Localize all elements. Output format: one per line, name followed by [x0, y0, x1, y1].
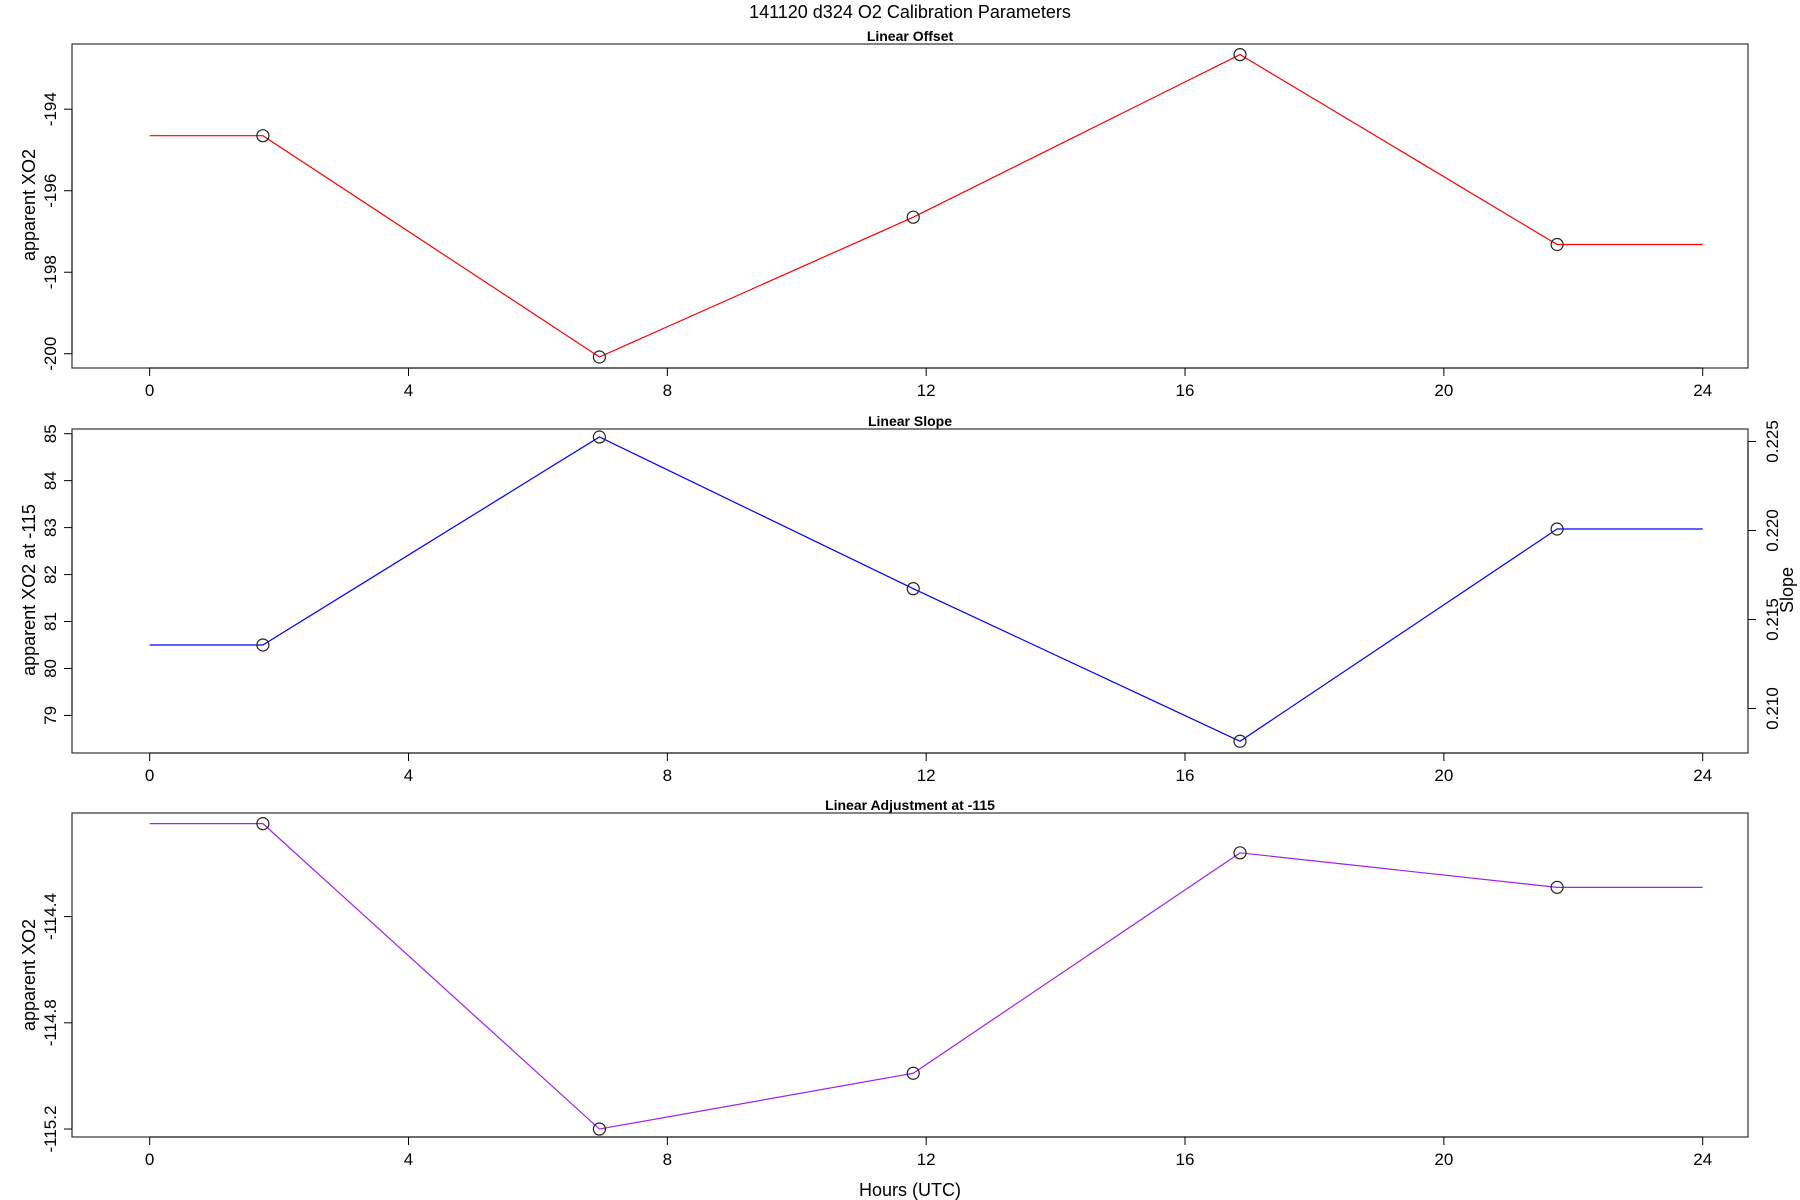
y2-tick-label: 0.225 [1763, 420, 1782, 463]
y-tick-label: -196 [41, 174, 60, 208]
panel-title-linear-adjustment: Linear Adjustment at -115 [825, 797, 995, 813]
panel-linear-slope: Linear Slope apparent XO2 at -115 Slope … [19, 413, 1797, 785]
y-tick-label: 85 [41, 424, 60, 443]
series-line [149, 436, 1703, 742]
data-point [592, 1122, 606, 1136]
y2-axis-label-slope: Slope [1777, 567, 1797, 613]
x-tick-label: 8 [663, 381, 672, 400]
data-point [906, 1066, 920, 1080]
series-line [149, 53, 1703, 358]
plot-frame [71, 43, 1749, 369]
x-tick-label: 24 [1693, 381, 1712, 400]
y-tick-label: 81 [41, 612, 60, 631]
data-point [906, 210, 920, 224]
data-point [1233, 47, 1247, 62]
data-point [1550, 237, 1564, 252]
plot-frame [71, 812, 1749, 1138]
data-point [1550, 522, 1564, 536]
data-point [1550, 880, 1564, 894]
y-tick-label: 84 [41, 471, 60, 490]
y-axis-label-linear-adjustment: apparent XO2 [19, 919, 39, 1031]
y-tick-label: 80 [41, 659, 60, 678]
x-tick-label: 24 [1693, 766, 1712, 785]
panel-linear-offset: Linear Offset apparent XO2 0 4 8 12 16 20 24 -1… [19, 28, 1749, 400]
x-tick-label: 12 [917, 766, 936, 785]
data-point [256, 638, 270, 652]
x-tick-label: 8 [663, 1150, 672, 1169]
y-tick-label: -115.2 [41, 1106, 60, 1153]
x-tick-label: 16 [1176, 381, 1195, 400]
x-tick-label: 0 [145, 381, 154, 400]
x-tick-label: 20 [1434, 1150, 1453, 1169]
y2-tick-label: 0.210 [1763, 687, 1782, 730]
x-tick-label: 16 [1176, 1150, 1195, 1169]
y-axis-label-linear-offset: apparent XO2 [19, 149, 39, 261]
panel-title-linear-slope: Linear Slope [868, 413, 952, 429]
panel-title-linear-offset: Linear Offset [867, 28, 954, 44]
x-tick-label: 16 [1176, 766, 1195, 785]
x-tick-label: 20 [1434, 381, 1453, 400]
data-point [256, 129, 270, 143]
data-point [256, 817, 270, 831]
plot-frame [71, 428, 1749, 754]
y2-tick-label: 0.215 [1763, 598, 1782, 641]
y-tick-label: -200 [41, 337, 60, 371]
data-point [592, 350, 606, 364]
data-point [906, 582, 920, 596]
y-tick-label: 82 [41, 565, 60, 584]
y-tick-label: -114.8 [41, 999, 60, 1046]
data-point [1233, 734, 1247, 748]
data-point [1233, 846, 1247, 860]
y-axis-label-linear-slope: apparent XO2 at -115 [19, 504, 39, 676]
panel-linear-adjustment: Linear Adjustment at -115 apparent XO2 H… [19, 797, 1749, 1200]
x-tick-label: 4 [404, 1150, 413, 1169]
x-tick-label: 12 [917, 1150, 936, 1169]
y-tick-label: -114.4 [41, 893, 60, 940]
x-tick-label: 12 [917, 381, 936, 400]
x-tick-label: 20 [1434, 766, 1453, 785]
y-tick-label: -198 [41, 255, 60, 289]
x-tick-label: 4 [404, 766, 413, 785]
y-tick-label: 83 [41, 518, 60, 537]
figure-title: 141120 d324 O2 Calibration Parameters [749, 2, 1071, 22]
x-tick-label: 0 [145, 766, 154, 785]
x-axis-label: Hours (UTC) [859, 1180, 961, 1200]
data-point [592, 430, 606, 444]
x-tick-label: 0 [145, 1150, 154, 1169]
x-tick-label: 8 [663, 766, 672, 785]
x-tick-label: 24 [1693, 1150, 1712, 1169]
y2-tick-label: 0.220 [1763, 509, 1782, 552]
y-tick-label: 79 [41, 706, 60, 725]
x-tick-label: 4 [404, 381, 413, 400]
y-tick-label: -194 [41, 92, 60, 126]
series-line [149, 823, 1703, 1130]
